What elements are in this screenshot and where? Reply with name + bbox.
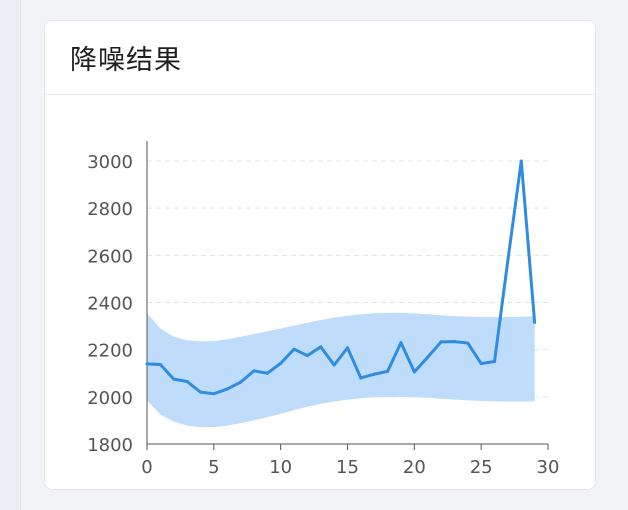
data-point — [439, 340, 443, 344]
chart-container: 1800 2000 2200 2400 2600 2800 3000 0 5 10 15 20 25 30 — [45, 95, 595, 489]
left-rail — [0, 0, 21, 510]
data-point — [279, 361, 283, 365]
x-tick-label: 15 — [336, 457, 359, 478]
data-point — [158, 363, 162, 367]
data-point — [265, 371, 269, 375]
data-point — [359, 376, 363, 380]
data-point — [346, 346, 349, 350]
y-tick-label: 2800 — [87, 199, 133, 220]
card-header: 降噪结果 — [45, 21, 595, 95]
data-point — [305, 354, 309, 358]
series-line — [146, 159, 537, 396]
confidence-band — [147, 312, 535, 428]
data-point — [479, 362, 483, 366]
line-chart: 1800 2000 2200 2400 2600 2800 3000 0 5 10 15 20 25 30 — [87, 141, 560, 478]
y-tick-label: 2400 — [87, 294, 133, 315]
data-point — [185, 380, 189, 384]
data-point — [145, 362, 149, 366]
x-tick-label: 5 — [208, 457, 219, 478]
data-point — [239, 380, 243, 384]
card-title: 降噪结果 — [70, 45, 182, 76]
data-point — [252, 369, 256, 373]
data-point — [172, 377, 176, 381]
x-tick-label: 10 — [269, 457, 292, 478]
data-point — [466, 341, 470, 345]
data-point — [292, 347, 296, 351]
x-tick-label: 30 — [537, 457, 560, 478]
data-point — [332, 363, 336, 367]
y-tick-label: 3000 — [87, 152, 133, 173]
data-point — [212, 392, 216, 396]
data-point — [506, 258, 510, 262]
x-tick-label: 25 — [470, 457, 493, 478]
data-point — [319, 345, 323, 349]
denoise-result-card: 降噪结果 1800 2000 2200 2400 2600 2800 3000 0 5 10 15 2… — [44, 20, 596, 490]
data-point — [399, 341, 403, 345]
y-tick-label: 2600 — [87, 246, 133, 267]
data-point — [386, 369, 390, 373]
data-point — [372, 372, 376, 376]
x-tick-label: 0 — [141, 457, 152, 478]
x-tick-label: 20 — [403, 457, 426, 478]
data-point — [519, 159, 523, 163]
data-point — [452, 340, 456, 344]
data-point — [225, 387, 229, 391]
y-tick-label: 2000 — [87, 388, 133, 409]
data-point — [198, 390, 202, 394]
data-point — [426, 355, 430, 359]
data-point — [412, 370, 416, 374]
y-tick-label: 1800 — [87, 435, 133, 456]
data-point — [493, 359, 497, 363]
data-point — [533, 321, 537, 325]
y-tick-label: 2200 — [87, 341, 133, 362]
